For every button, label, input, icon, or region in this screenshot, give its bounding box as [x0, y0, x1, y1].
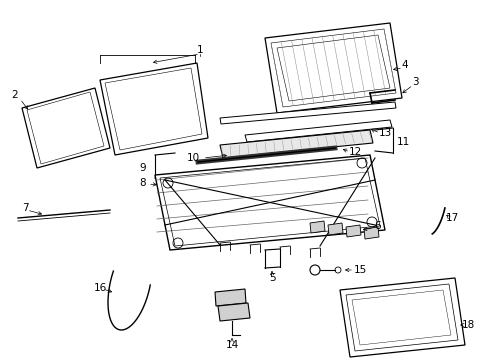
Polygon shape [218, 303, 249, 321]
Text: 6: 6 [374, 221, 381, 231]
Polygon shape [327, 223, 342, 235]
Text: 16: 16 [93, 283, 106, 293]
Text: 1: 1 [196, 45, 203, 55]
Polygon shape [264, 23, 401, 113]
Text: 10: 10 [186, 153, 199, 163]
Polygon shape [220, 102, 395, 124]
Text: 11: 11 [396, 137, 409, 147]
Polygon shape [22, 88, 110, 168]
Polygon shape [339, 278, 464, 357]
Text: 7: 7 [21, 203, 28, 213]
Polygon shape [363, 227, 378, 239]
Text: 18: 18 [461, 320, 474, 330]
Text: 17: 17 [445, 213, 458, 223]
Polygon shape [220, 130, 372, 158]
Polygon shape [346, 225, 360, 237]
Text: 3: 3 [411, 77, 417, 87]
Text: 14: 14 [225, 340, 238, 350]
Text: 13: 13 [378, 128, 391, 138]
Text: 2: 2 [12, 90, 18, 100]
Text: 12: 12 [347, 147, 361, 157]
Polygon shape [215, 289, 245, 306]
Text: 4: 4 [401, 60, 407, 70]
Polygon shape [309, 221, 325, 233]
Text: 15: 15 [353, 265, 366, 275]
Text: 9: 9 [140, 163, 146, 173]
Polygon shape [155, 155, 384, 250]
Polygon shape [244, 120, 391, 142]
Polygon shape [100, 63, 207, 155]
Text: 5: 5 [268, 273, 275, 283]
Text: 8: 8 [140, 178, 146, 188]
